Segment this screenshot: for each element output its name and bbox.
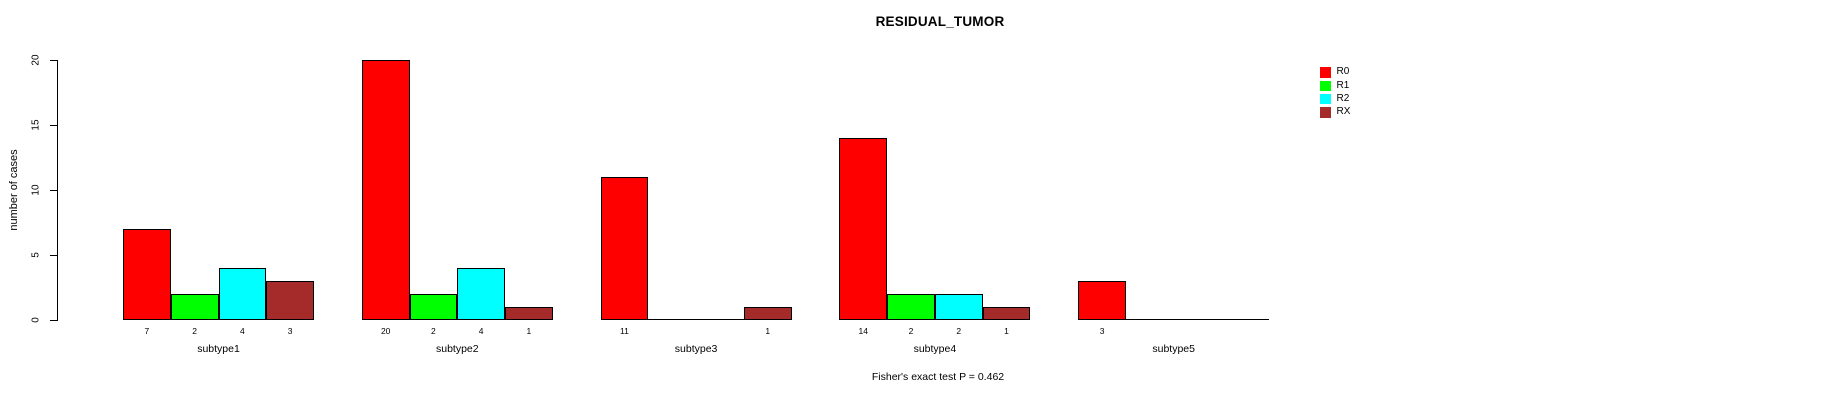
bar-count-label: 1 (526, 326, 532, 336)
y-tick-label: 0 (30, 317, 42, 323)
bar-count-label: 3 (287, 326, 293, 336)
bar-count-label: 14 (858, 326, 868, 336)
legend-swatch-icon (1320, 107, 1331, 118)
legend-label: RX (1336, 106, 1351, 118)
zero-bar-subtype3-R1 (648, 319, 697, 320)
fisher-test-annotation: Fisher's exact test P = 0.462 (871, 371, 1005, 383)
zero-bar-subtype3-R2 (696, 319, 744, 320)
y-tick-mark (50, 255, 57, 256)
bar-count-label: 4 (478, 326, 484, 336)
y-tick-mark (50, 190, 57, 191)
bar-count-label: 3 (1099, 326, 1105, 336)
bar-subtype4-R2 (934, 294, 983, 320)
x-category-label-subtype5: subtype5 (1152, 343, 1195, 355)
bar-count-label: 20 (380, 326, 391, 336)
legend-label: R1 (1336, 79, 1350, 91)
bar-subtype2-R1 (409, 294, 458, 320)
y-tick-label: 5 (30, 252, 42, 258)
bar-count-label: 11 (620, 326, 629, 336)
zero-bar-subtype5-R1 (1125, 319, 1174, 320)
bar-count-label: 7 (144, 326, 150, 336)
zero-bar-subtype5-RX (1221, 319, 1270, 320)
y-tick-label: 20 (30, 54, 42, 66)
legend-swatch-icon (1320, 67, 1331, 78)
legend-row-R0: R0 (1320, 66, 1350, 79)
bar-count-label: 4 (240, 326, 245, 336)
bar-subtype4-R1 (887, 294, 935, 320)
bar-count-label: 2 (192, 326, 197, 336)
x-category-label-subtype1: subtype1 (197, 343, 240, 355)
bar-count-label: 1 (765, 326, 771, 336)
bar-subtype3-RX (743, 307, 792, 320)
bar-count-label: 2 (956, 326, 962, 336)
y-axis-line (57, 60, 58, 321)
zero-bar-subtype5-R2 (1173, 319, 1222, 320)
legend: R0 R1 R2 RX (1320, 66, 1350, 119)
y-tick-mark (50, 60, 57, 61)
legend-row-RX: RX (1320, 106, 1350, 119)
legend-label: R2 (1336, 92, 1350, 104)
bar-subtype4-RX (982, 307, 1031, 320)
bar-count-label: 2 (908, 326, 914, 336)
legend-swatch-icon (1320, 80, 1331, 92)
bar-subtype4-R0 (839, 138, 888, 320)
bar-subtype1-R1 (170, 294, 219, 320)
y-tick-label: 10 (30, 184, 42, 196)
x-category-label-subtype2: subtype2 (435, 343, 479, 355)
y-axis-title: number of cases (8, 149, 20, 231)
bar-subtype1-R2 (218, 268, 267, 320)
bar-subtype1-RX (266, 281, 314, 320)
legend-label: R0 (1336, 66, 1350, 78)
legend-swatch-icon (1320, 93, 1331, 105)
bar-subtype3-R0 (600, 177, 649, 320)
bar-subtype5-R0 (1078, 281, 1126, 320)
bar-count-label: 1 (1004, 326, 1009, 336)
y-tick-mark (50, 320, 57, 321)
bar-subtype1-R0 (123, 229, 171, 320)
y-tick-mark (50, 125, 57, 126)
x-category-label-subtype4: subtype4 (913, 343, 957, 355)
x-category-label-subtype3: subtype3 (674, 343, 718, 355)
legend-row-R2: R2 (1320, 93, 1350, 106)
y-tick-label: 15 (30, 119, 42, 131)
bar-subtype2-R0 (361, 60, 410, 320)
bar-subtype2-R2 (457, 268, 506, 320)
bar-subtype2-RX (505, 307, 553, 320)
bar-count-label: 2 (431, 326, 436, 336)
legend-row-R1: R1 (1320, 79, 1350, 92)
chart-title: RESIDUAL_TUMOR (875, 14, 1005, 29)
